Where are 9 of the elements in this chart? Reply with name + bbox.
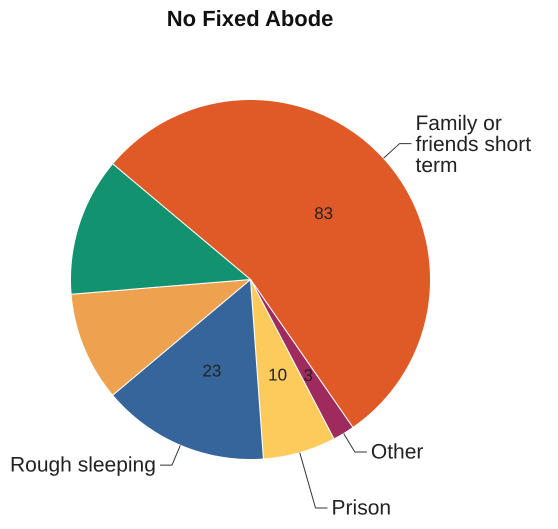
slice-label: Prison: [332, 496, 392, 520]
data-label: 3: [304, 366, 314, 385]
slice-label: Family or friends short term: [415, 112, 532, 178]
data-label: 83: [314, 204, 334, 223]
data-label: 10: [268, 366, 288, 385]
chart-title: No Fixed Abode: [166, 6, 334, 31]
slice-label: Rough sleeping: [10, 454, 156, 477]
slice-label: Other: [370, 440, 424, 464]
data-label: 23: [202, 362, 222, 381]
